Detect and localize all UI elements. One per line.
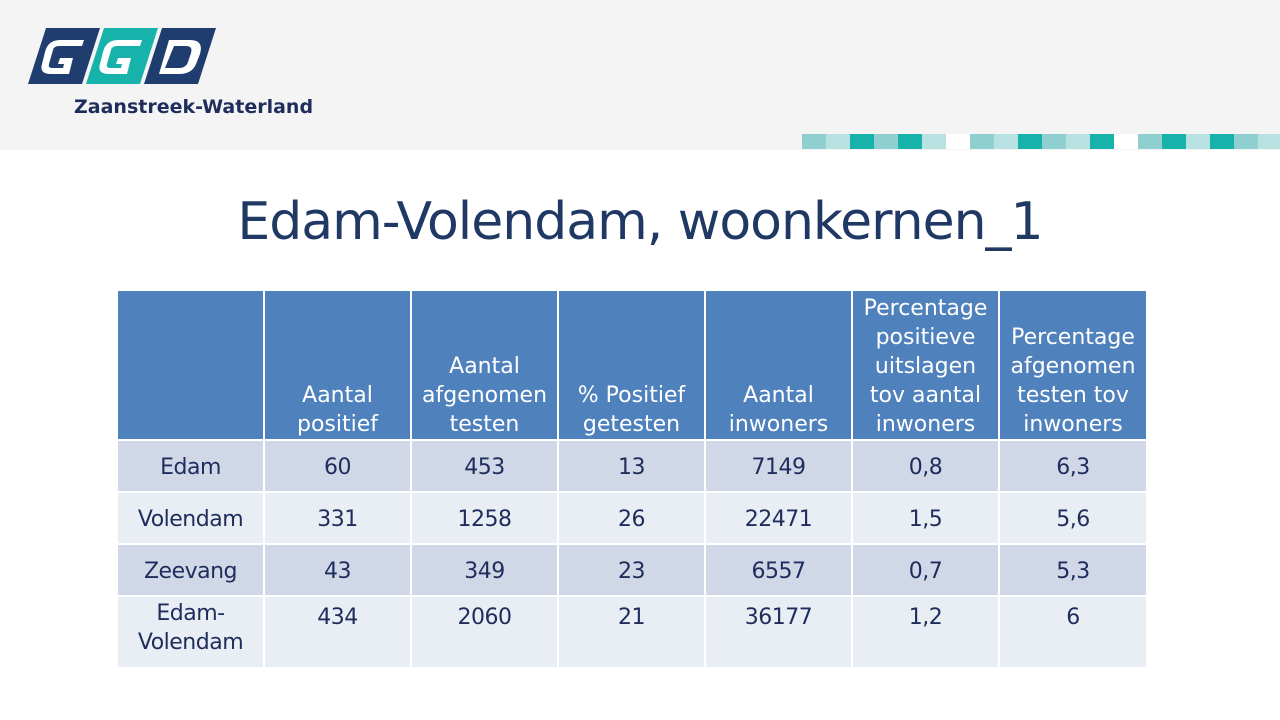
table-cell: 60 [263,439,412,493]
table-cell: 36177 [704,595,853,669]
header-aantal-afgenomen-testen: Aantal afgenomen testen [410,289,559,441]
data-table: Aantal positief Aantal afgenomen testen … [116,289,1148,669]
table-row: Zeevang 43 349 23 6557 0,7 5,3 [116,543,1148,597]
table-header-row: Aantal positief Aantal afgenomen testen … [116,289,1148,441]
decorative-tile [1234,134,1258,149]
table-cell: 1,2 [851,595,1000,669]
decorative-tile [1114,134,1138,149]
header-percentage-positieve: Percentage positieve uitslagen tov aanta… [851,289,1000,441]
decorative-tile [826,134,850,149]
table-cell: 22471 [704,491,853,545]
table-row: Edam 60 453 13 7149 0,8 6,3 [116,439,1148,493]
decorative-tile [1066,134,1090,149]
table-cell: 349 [410,543,559,597]
table-cell: 434 [263,595,412,669]
table-cell: 331 [263,491,412,545]
row-label: Edam-Volendam [116,595,265,669]
table-cell: 5,3 [998,543,1148,597]
decorative-tile-strip [802,134,1280,149]
table-cell: 1,5 [851,491,1000,545]
header-percent-positief: % Positief getesten [557,289,706,441]
decorative-tile [1090,134,1114,149]
table-cell: 6,3 [998,439,1148,493]
header-percentage-afgenomen: Percentage afgenomen testen tov inwoners [998,289,1148,441]
decorative-tile [1042,134,1066,149]
decorative-tile [898,134,922,149]
table-row: Edam-Volendam 434 2060 21 36177 1,2 6 [116,595,1148,669]
table-cell: 7149 [704,439,853,493]
table-cell: 1258 [410,491,559,545]
ggd-logo-icon [28,28,216,84]
decorative-tile [874,134,898,149]
header-aantal-inwoners: Aantal inwoners [704,289,853,441]
table-cell: 43 [263,543,412,597]
table-cell: 453 [410,439,559,493]
table-cell: 6 [998,595,1148,669]
table-cell: 13 [557,439,706,493]
table-cell: 0,8 [851,439,1000,493]
header-band: Zaanstreek-Waterland [0,0,1280,150]
decorative-tile [922,134,946,149]
decorative-tile [1258,134,1280,149]
decorative-tile [802,134,826,149]
row-label: Zeevang [116,543,265,597]
header-aantal-positief: Aantal positief [263,289,412,441]
table-cell: 2060 [410,595,559,669]
header-cell-empty [116,289,265,441]
decorative-tile [946,134,970,149]
decorative-tile [1138,134,1162,149]
decorative-tile [850,134,874,149]
decorative-tile [970,134,994,149]
decorative-tile [1018,134,1042,149]
row-label: Volendam [116,491,265,545]
table-cell: 26 [557,491,706,545]
table-cell: 0,7 [851,543,1000,597]
decorative-tile [1210,134,1234,149]
table-cell: 5,6 [998,491,1148,545]
decorative-tile [994,134,1018,149]
decorative-tile [1162,134,1186,149]
slide-title: Edam-Volendam, woonkernen_1 [237,192,1043,252]
table-cell: 21 [557,595,706,669]
table-cell: 23 [557,543,706,597]
logo-subtitle: Zaanstreek-Waterland [74,96,314,118]
table-row: Volendam 331 1258 26 22471 1,5 5,6 [116,491,1148,545]
decorative-tile [1186,134,1210,149]
row-label: Edam [116,439,265,493]
table-cell: 6557 [704,543,853,597]
